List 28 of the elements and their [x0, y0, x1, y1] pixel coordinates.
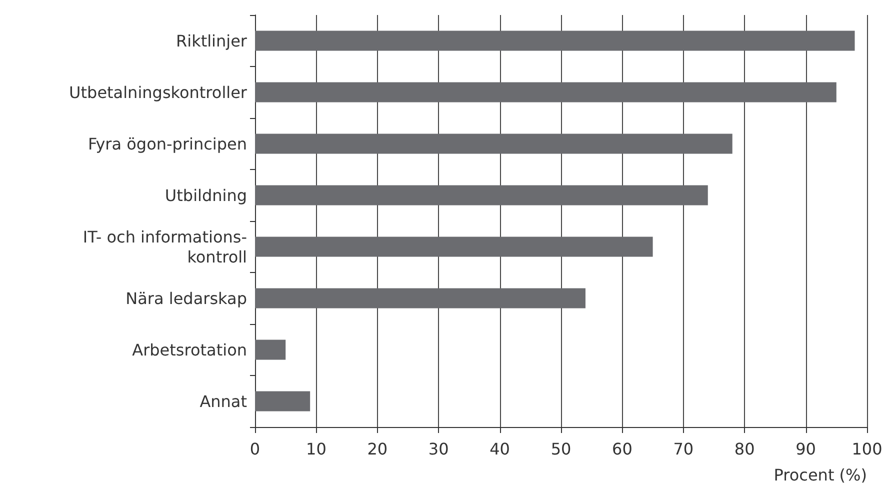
bar — [255, 134, 732, 154]
bar — [255, 185, 708, 206]
bar — [255, 391, 310, 412]
x-tick-label: 10 — [306, 440, 326, 458]
x-tick-label: 40 — [490, 440, 510, 458]
x-axis-title: Procent (%) — [774, 466, 867, 484]
x-tick-label: 70 — [673, 440, 694, 458]
x-tick-label: 20 — [367, 440, 388, 458]
y-tick-label: Arbetsrotation — [132, 340, 247, 360]
x-tick-label: 100 — [852, 440, 882, 458]
x-tick-label: 90 — [796, 440, 816, 458]
bar — [255, 288, 586, 308]
x-tick-label: 60 — [612, 440, 632, 458]
bar — [255, 30, 855, 51]
x-tick-label: 0 — [250, 440, 260, 458]
y-tick-label: Annat — [200, 392, 247, 411]
y-tick-label: Utbetalningskontroller — [69, 82, 248, 102]
x-tick-label: 30 — [428, 440, 449, 458]
y-tick-label: Fyra ögon-principen — [88, 134, 247, 154]
bar — [255, 340, 286, 360]
y-tick-label: Riktlinjer — [176, 31, 248, 50]
bar — [255, 236, 653, 257]
y-tick-label: Utbildning — [164, 186, 247, 205]
y-tick-label: IT- och informations- kontroll — [82, 227, 247, 266]
bar — [255, 82, 836, 102]
x-tick-label: 80 — [734, 440, 755, 458]
y-tick-label: Nära ledarskap — [126, 288, 247, 308]
x-tick-label: 50 — [550, 440, 572, 458]
